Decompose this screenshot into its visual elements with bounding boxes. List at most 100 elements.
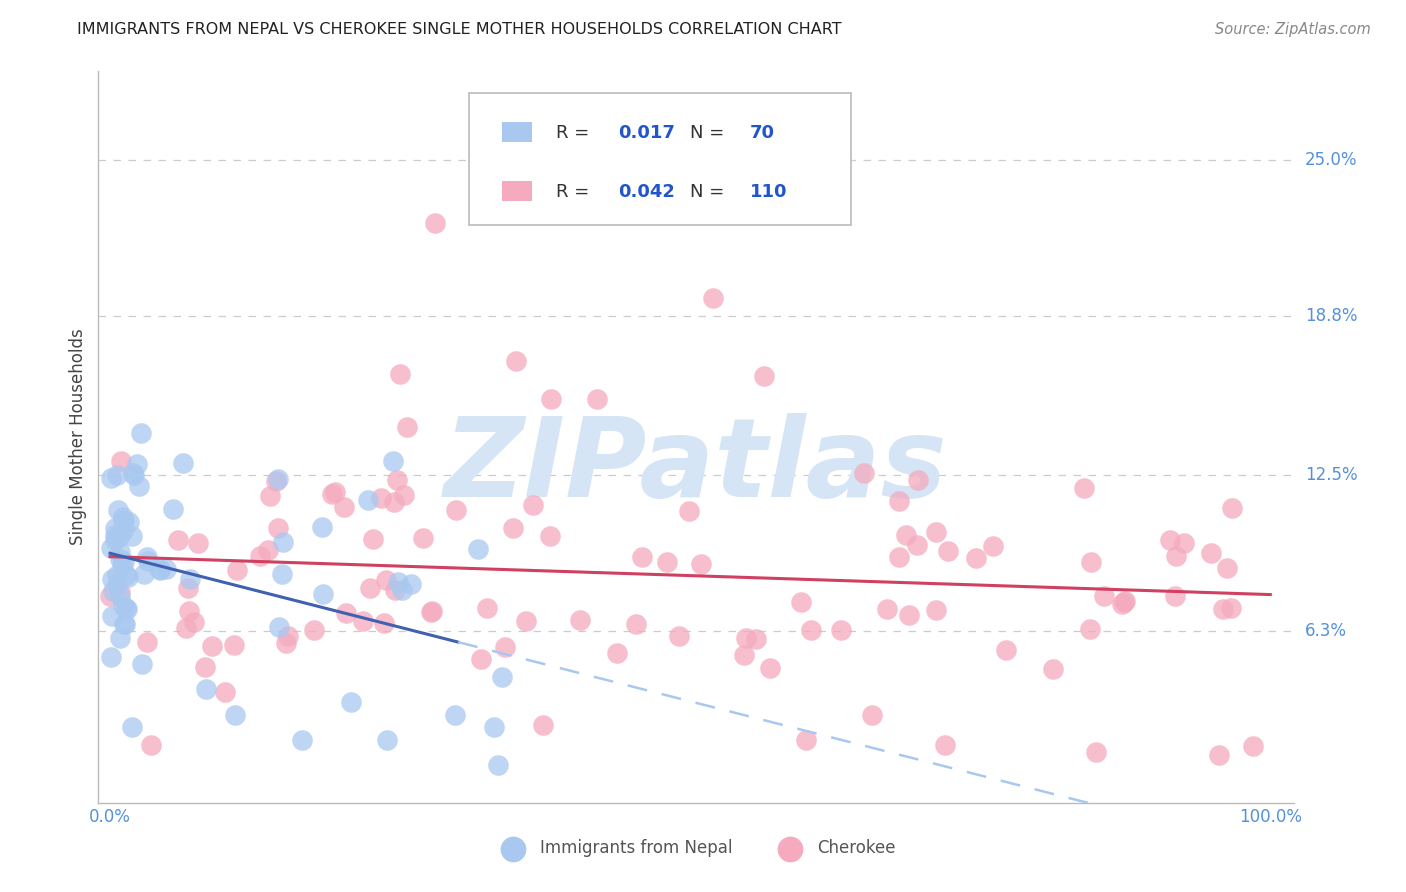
Point <box>515 615 537 629</box>
Point <box>907 473 929 487</box>
Point <box>733 648 755 662</box>
Point <box>98 589 121 603</box>
Point <box>356 492 378 507</box>
Point <box>122 467 145 481</box>
Point <box>122 468 145 483</box>
Point <box>112 555 135 569</box>
Point <box>1241 739 1264 754</box>
Point <box>270 567 292 582</box>
FancyBboxPatch shape <box>502 122 533 142</box>
Point <box>981 539 1004 553</box>
Point <box>201 639 224 653</box>
Text: 0.042: 0.042 <box>619 183 675 201</box>
Point <box>412 532 434 546</box>
Point <box>586 392 609 407</box>
Point <box>1164 549 1187 563</box>
Point <box>494 640 516 654</box>
Point <box>624 616 647 631</box>
Point <box>423 216 446 230</box>
Point <box>277 629 299 643</box>
Point <box>111 557 134 571</box>
Point <box>382 495 405 509</box>
Point <box>177 581 200 595</box>
Point <box>112 514 135 528</box>
Point <box>224 707 246 722</box>
Point <box>271 534 294 549</box>
Point <box>108 545 131 559</box>
Point <box>540 392 562 407</box>
Point <box>111 524 134 538</box>
Point <box>1212 602 1234 616</box>
Point <box>121 720 143 734</box>
Point <box>131 657 153 671</box>
Text: R =: R = <box>557 124 595 143</box>
Point <box>505 354 527 368</box>
Point <box>690 557 713 571</box>
Point <box>136 634 159 648</box>
Point <box>172 456 194 470</box>
Point <box>396 420 419 434</box>
Point <box>114 567 136 582</box>
Point <box>302 623 325 637</box>
Point <box>1094 589 1116 603</box>
Point <box>399 576 422 591</box>
Point <box>1042 662 1064 676</box>
FancyBboxPatch shape <box>470 94 852 225</box>
Point <box>112 514 135 528</box>
Point <box>264 475 287 489</box>
Point <box>1220 500 1243 515</box>
Point <box>420 605 443 619</box>
Point <box>100 541 122 555</box>
Point <box>105 567 128 582</box>
Point <box>569 613 592 627</box>
Point <box>502 521 524 535</box>
Text: 110: 110 <box>749 183 787 201</box>
Point <box>129 425 152 440</box>
Point <box>1114 594 1136 608</box>
Point <box>110 454 132 468</box>
Point <box>1208 748 1230 763</box>
Point <box>276 636 298 650</box>
Point <box>925 524 948 539</box>
Point <box>374 574 396 588</box>
Point <box>678 503 700 517</box>
Point <box>443 707 465 722</box>
Point <box>830 624 852 638</box>
Text: IMMIGRANTS FROM NEPAL VS CHEROKEE SINGLE MOTHER HOUSEHOLDS CORRELATION CHART: IMMIGRANTS FROM NEPAL VS CHEROKEE SINGLE… <box>77 22 842 37</box>
Point <box>606 646 628 660</box>
Point <box>125 457 148 471</box>
Point <box>108 631 131 645</box>
Point <box>1112 594 1135 608</box>
Y-axis label: Single Mother Households: Single Mother Households <box>69 329 87 545</box>
Point <box>121 529 143 543</box>
Point <box>108 584 131 599</box>
Point <box>155 562 177 576</box>
Point <box>361 532 384 546</box>
Point <box>420 604 443 618</box>
Point <box>115 600 138 615</box>
Point <box>225 563 247 577</box>
Point <box>108 551 131 566</box>
Point <box>1216 561 1239 575</box>
Point <box>149 562 172 576</box>
Point <box>965 551 987 566</box>
Point <box>105 467 128 482</box>
Point <box>392 488 415 502</box>
Point <box>177 604 200 618</box>
Point <box>759 661 782 675</box>
Point <box>107 503 129 517</box>
Point <box>467 542 489 557</box>
Point <box>925 603 948 617</box>
Point <box>377 732 399 747</box>
Point <box>630 549 652 564</box>
Point <box>385 473 408 487</box>
Point <box>114 616 136 631</box>
Point <box>790 595 813 609</box>
Point <box>745 632 768 647</box>
Point <box>668 629 690 643</box>
Point <box>470 651 492 665</box>
Text: N =: N = <box>690 183 730 201</box>
Point <box>894 528 917 542</box>
Point <box>149 563 172 577</box>
Point <box>800 623 823 637</box>
